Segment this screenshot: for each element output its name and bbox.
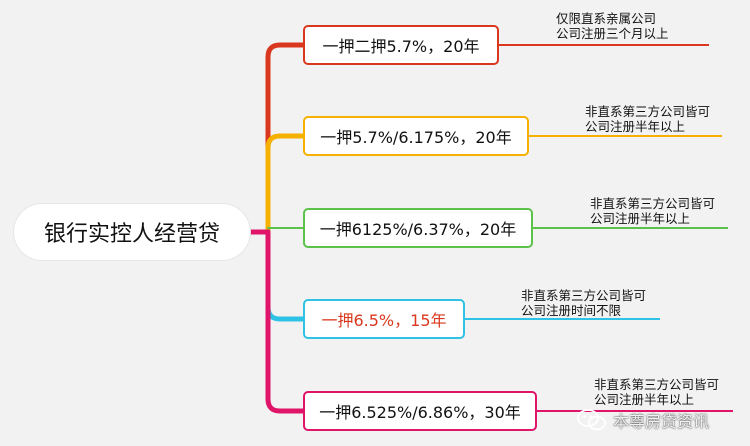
branch-label-4: 一押6.5%，15年 [321, 311, 447, 330]
connector-2 [265, 133, 306, 235]
branch-note-1: 仅限直系亲属公司 公司注册三个月以上 [556, 11, 669, 41]
connector-5 [265, 229, 306, 414]
root-label: 银行实控人经营贷 [43, 222, 220, 247]
branch-note-5-line-1: 非直系第三方公司皆可 [594, 377, 720, 392]
branch-label-3: 一押6125%/6.37%，20年 [319, 220, 517, 239]
branch-label-2: 一押5.7%/6.175%，20年 [320, 128, 512, 147]
branch-note-1-line-2: 公司注册三个月以上 [556, 26, 669, 41]
branch-note-5: 非直系第三方公司皆可 公司注册半年以上 [594, 377, 719, 407]
root-node: 银行实控人经营贷 [14, 204, 250, 260]
branch-note-4: 非直系第三方公司皆可 公司注册时间不限 [521, 288, 646, 318]
branch-box-3: 一押6125%/6.37%，20年 [303, 208, 533, 248]
branch-note-1-line-1: 仅限直系亲属公司 [556, 11, 657, 26]
watermark: 本尊房贷资讯 [576, 408, 709, 432]
branch-note-2-line-2: 公司注册半年以上 [585, 119, 686, 134]
branch-box-1: 一押二押5.7%，20年 [303, 25, 499, 65]
branch-note-5-line-2: 公司注册半年以上 [594, 392, 695, 407]
branch-note-4-line-2: 公司注册时间不限 [521, 303, 622, 318]
branch-note-4-line-1: 非直系第三方公司皆可 [521, 288, 647, 303]
branch-label-1: 一押二押5.7%，20年 [322, 37, 480, 56]
connector-1 [265, 42, 306, 235]
branch-note-2: 非直系第三方公司皆可 公司注册半年以上 [585, 104, 710, 134]
branch-box-5: 一押6.525%/6.86%，30年 [303, 391, 537, 431]
branch-box-2: 一押5.7%/6.175%，20年 [303, 116, 529, 156]
wechat-icon [577, 409, 606, 431]
connector-4 [265, 229, 306, 322]
branch-note-3-line-2: 公司注册半年以上 [590, 211, 691, 226]
branch-note-2-line-1: 非直系第三方公司皆可 [585, 104, 711, 119]
branch-note-3: 非直系第三方公司皆可 公司注册半年以上 [590, 196, 715, 226]
watermark-text: 本尊房贷资讯 [613, 412, 710, 431]
branch-note-3-line-1: 非直系第三方公司皆可 [590, 196, 716, 211]
branch-label-5: 一押6.525%/6.86%，30年 [319, 403, 521, 422]
branch-box-4: 一押6.5%，15年 [303, 299, 465, 339]
